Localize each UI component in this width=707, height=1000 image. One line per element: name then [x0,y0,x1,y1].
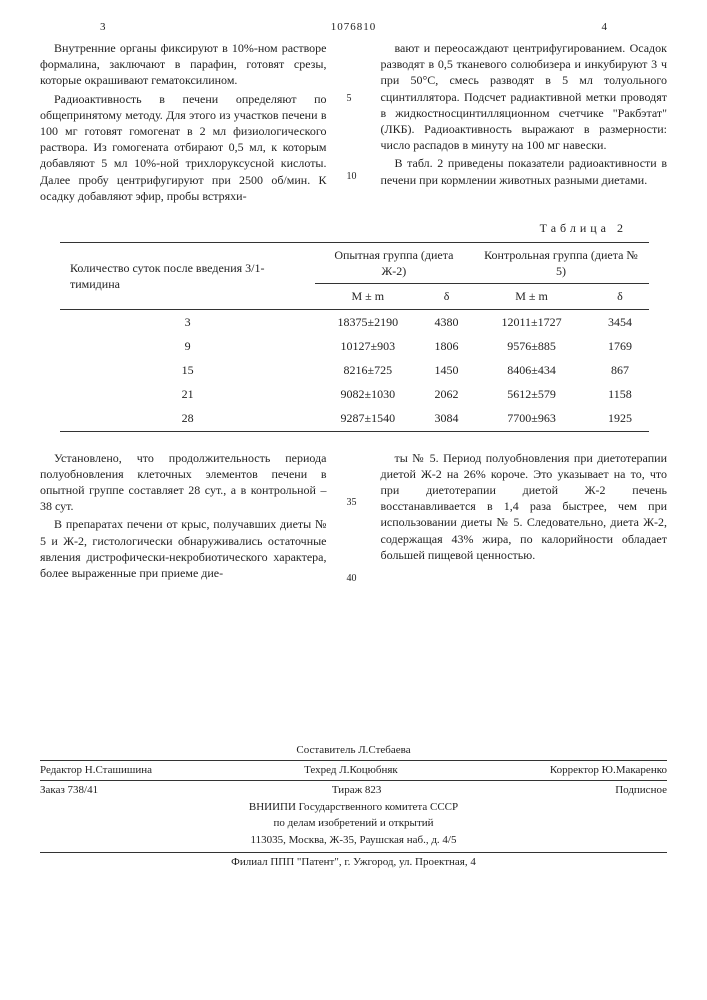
techred: Техред Л.Коцюбняк [304,763,398,778]
order-number: Заказ 738/41 [40,783,98,798]
signature: Подписное [615,783,667,798]
page-num-left: 3 [100,20,106,35]
paragraph: вают и переосаждают центрифугированием. … [381,40,668,153]
table-subheader: δ [420,284,472,309]
table-row: 158216±72514508406±434867 [60,358,649,382]
table-header-row: Количество суток после введения 3/1-тими… [60,243,649,284]
table-cell: 3084 [420,406,472,431]
page-num-right: 4 [602,20,608,35]
line-mark: 5 [347,92,352,106]
table-row: 219082±103020625612±5791158 [60,382,649,406]
table-cell: 1806 [420,334,472,358]
table-cell: 1158 [591,382,650,406]
table-header: Опытная группа (диета Ж-2) [315,243,472,284]
paragraph: В препаратах печени от крыс, получавших … [40,516,327,581]
paragraph: ты № 5. Период полуобновления при диетот… [381,450,668,563]
table-caption: Таблица 2 [40,220,627,236]
table-cell: 3454 [591,309,650,334]
line-number-gutter: 35 40 [347,450,361,584]
table-cell: 9576±885 [473,334,591,358]
data-table: Количество суток после введения 3/1-тими… [60,242,649,432]
editor: Редактор Н.Сташишина [40,763,152,778]
table-cell: 9287±1540 [315,406,420,431]
table-header: Контрольная группа (диета № 5) [473,243,650,284]
filial-line: Филиал ППП "Патент", г. Ужгород, ул. Про… [40,852,667,870]
editorial-row: Редактор Н.Сташишина Техред Л.Коцюбняк К… [40,760,667,778]
table-cell: 1450 [420,358,472,382]
table-cell: 21 [60,382,315,406]
table-cell: 5612±579 [473,382,591,406]
table-cell: 2062 [420,382,472,406]
table-subheader: M ± m [473,284,591,309]
table-cell: 867 [591,358,650,382]
table-cell: 12011±1727 [473,309,591,334]
table-row: 318375±2190438012011±17273454 [60,309,649,334]
left-column: Установлено, что продолжительность перио… [40,450,327,584]
table-cell: 15 [60,358,315,382]
lower-columns: Установлено, что продолжительность перио… [40,450,667,584]
paragraph: В табл. 2 приведены показатели радиоакти… [381,155,668,187]
table-cell: 18375±2190 [315,309,420,334]
org-line: по делам изобретений и открытий [40,816,667,831]
table-cell: 9 [60,334,315,358]
org-line: 113035, Москва, Ж-35, Раушская наб., д. … [40,833,667,848]
table-cell: 4380 [420,309,472,334]
right-column: ты № 5. Период полуобновления при диетот… [381,450,668,584]
table-cell: 9082±1030 [315,382,420,406]
corrector: Корректор Ю.Макаренко [550,763,667,778]
paragraph: Внутренние органы фиксируют в 10%-ном ра… [40,40,327,89]
table-cell: 3 [60,309,315,334]
table-header: Количество суток после введения 3/1-тими… [60,243,315,310]
line-mark: 10 [347,170,357,184]
upper-columns: Внутренние органы фиксируют в 10%-ном ра… [40,40,667,206]
page-numbers: 3 1076810 4 [40,20,667,36]
table-subheader: δ [591,284,650,309]
document-number: 1076810 [331,20,377,35]
table-cell: 1925 [591,406,650,431]
table-cell: 8216±725 [315,358,420,382]
table-cell: 28 [60,406,315,431]
page: 3 1076810 4 Внутренние органы фиксируют … [0,0,707,583]
left-column: Внутренние органы фиксируют в 10%-ном ра… [40,40,327,206]
org-line: ВНИИПИ Государственного комитета СССР [40,800,667,815]
tirazh: Тираж 823 [332,783,382,798]
table-body: 318375±2190438012011±17273454910127±9031… [60,309,649,431]
paragraph: Установлено, что продолжительность перио… [40,450,327,515]
table-cell: 10127±903 [315,334,420,358]
table-row: 910127±90318069576±8851769 [60,334,649,358]
table-row: 289287±154030847700±9631925 [60,406,649,431]
table-cell: 1769 [591,334,650,358]
order-row: Заказ 738/41 Тираж 823 Подписное [40,780,667,798]
line-mark: 35 [347,496,357,510]
footer: Составитель Л.Стебаева Редактор Н.Сташиш… [40,743,667,870]
right-column: вают и переосаждают центрифугированием. … [381,40,668,206]
composer-line: Составитель Л.Стебаева [40,743,667,758]
line-number-gutter: 5 10 [347,40,361,206]
paragraph: Радиоактивность в печени определяют по о… [40,91,327,204]
table-cell: 8406±434 [473,358,591,382]
table-cell: 7700±963 [473,406,591,431]
table-subheader: M ± m [315,284,420,309]
line-mark: 40 [347,572,357,586]
